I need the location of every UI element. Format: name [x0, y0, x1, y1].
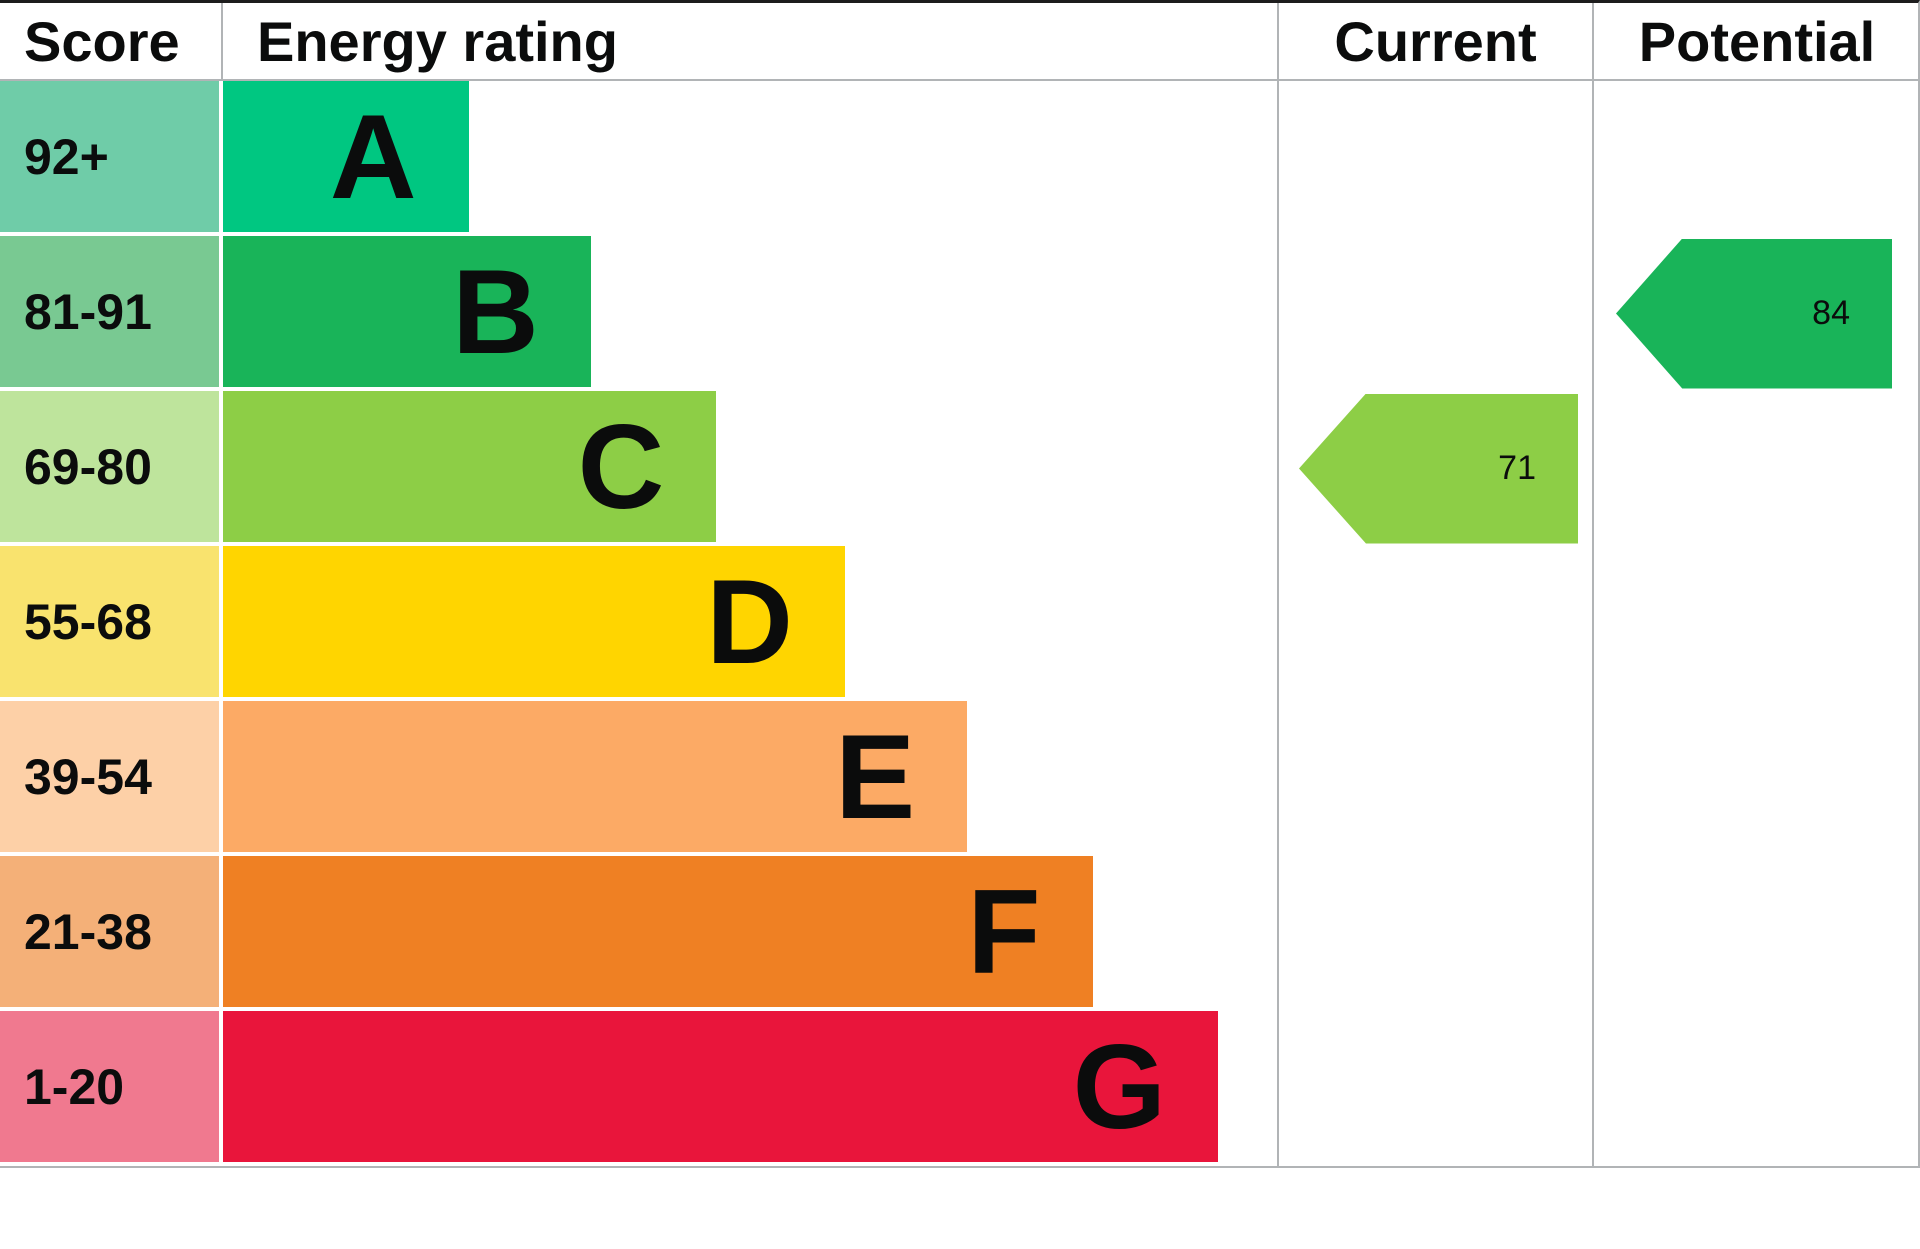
rating-letter: D — [706, 554, 793, 689]
potential-rating-arrow: 84 — [1616, 238, 1892, 389]
energy-rating-column-header: Energy rating — [257, 9, 618, 73]
rating-bar-a: A — [223, 81, 469, 232]
rating-letter: B — [452, 244, 539, 379]
rating-bar-b: B — [223, 236, 591, 387]
potential-cell — [1592, 81, 1920, 236]
current-rating-arrow: 71 — [1299, 393, 1578, 544]
rating-bar-area: G — [223, 1011, 1277, 1166]
potential-cell — [1592, 701, 1920, 856]
band-row-g: 1-20 G — [0, 1011, 1918, 1166]
epc-energy-rating-chart: Score Energy rating Current Potential 92… — [0, 0, 1920, 1168]
potential-cell — [1592, 856, 1920, 1011]
band-row-c: 69-80 C 71 — [0, 391, 1918, 546]
rating-bar-c: C — [223, 391, 717, 542]
potential-cell — [1592, 391, 1920, 546]
current-rating-value: 71 — [1498, 449, 1536, 487]
score-range-label: 92+ — [0, 81, 219, 232]
rating-letter: G — [1072, 1019, 1166, 1154]
current-cell: 71 — [1277, 391, 1592, 546]
score-range-label: 39-54 — [0, 701, 219, 852]
current-cell — [1277, 81, 1592, 236]
rating-bar-area: E — [223, 701, 1277, 856]
band-row-a: 92+ A — [0, 81, 1918, 236]
current-column-header: Current — [1277, 3, 1592, 79]
current-cell — [1277, 1011, 1592, 1166]
rating-letter: F — [967, 864, 1041, 999]
rating-letter: A — [329, 89, 417, 224]
rating-bar-area: C — [223, 391, 1277, 546]
band-row-f: 21-38 F — [0, 856, 1918, 1011]
rating-bar-area: F — [223, 856, 1277, 1011]
rating-bar-f: F — [223, 856, 1093, 1007]
rating-bar-area: D — [223, 546, 1277, 701]
current-cell — [1277, 856, 1592, 1011]
rating-letter: E — [835, 709, 916, 844]
current-cell — [1277, 236, 1592, 391]
rating-bar-area: B — [223, 236, 1277, 391]
current-cell — [1277, 546, 1592, 701]
score-range-label: 81-91 — [0, 236, 219, 387]
score-range-label: 1-20 — [0, 1011, 219, 1162]
potential-rating-value: 84 — [1812, 294, 1850, 332]
potential-cell — [1592, 546, 1920, 701]
rating-bar-d: D — [223, 546, 845, 697]
band-rows: 92+ A 81-91 B 84 69-80 C 71 55-68 — [0, 81, 1918, 1166]
score-range-label: 21-38 — [0, 856, 219, 1007]
potential-column-header: Potential — [1592, 3, 1920, 79]
score-column-header: Score — [0, 3, 223, 79]
score-range-label: 69-80 — [0, 391, 219, 542]
chart-header: Score Energy rating Current Potential — [0, 3, 1918, 81]
band-row-b: 81-91 B 84 — [0, 236, 1918, 391]
score-range-label: 55-68 — [0, 546, 219, 697]
potential-cell: 84 — [1592, 236, 1920, 391]
rating-letter: C — [577, 399, 665, 534]
rating-bar-g: G — [223, 1011, 1218, 1162]
band-row-d: 55-68 D — [0, 546, 1918, 701]
band-row-e: 39-54 E — [0, 701, 1918, 856]
rating-bar-area: A — [223, 81, 1277, 236]
rating-bar-e: E — [223, 701, 968, 852]
current-cell — [1277, 701, 1592, 856]
potential-cell — [1592, 1011, 1920, 1166]
